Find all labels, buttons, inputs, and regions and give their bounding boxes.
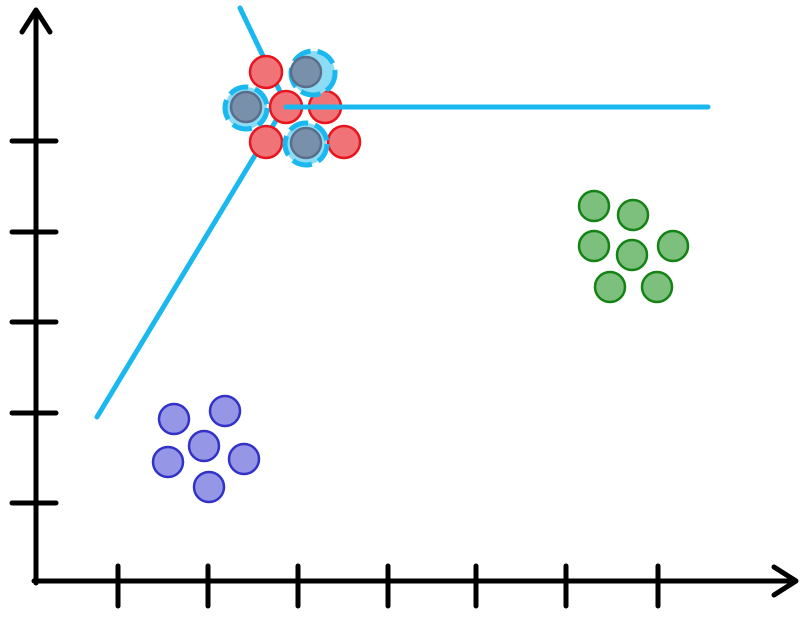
x-axis-arrow-icon [771, 564, 799, 598]
green-point [616, 198, 650, 232]
y-axis-ticks [9, 138, 59, 506]
green-point [577, 189, 611, 223]
green-point [577, 229, 611, 263]
y-axis-arrow-icon [19, 7, 53, 35]
green-cluster [577, 189, 690, 304]
green-point [656, 229, 690, 263]
red-cluster [248, 54, 362, 160]
green-point [615, 238, 649, 272]
blue-cluster [151, 394, 261, 504]
boundary-line-lower [94, 101, 289, 420]
centroid [222, 84, 270, 132]
centroid [282, 120, 330, 168]
blue-point [227, 442, 261, 476]
red-point [248, 54, 284, 90]
red-point [326, 124, 362, 160]
red-point [248, 124, 284, 160]
green-point [593, 270, 627, 304]
green-point [640, 270, 674, 304]
blue-point [151, 445, 185, 479]
blue-point [187, 429, 221, 463]
blue-point [157, 402, 191, 436]
x-axis-ticks [115, 563, 661, 609]
blue-point [192, 470, 226, 504]
axes [19, 7, 799, 598]
blue-point [208, 394, 242, 428]
centroid [288, 48, 338, 98]
centroids [222, 48, 338, 168]
